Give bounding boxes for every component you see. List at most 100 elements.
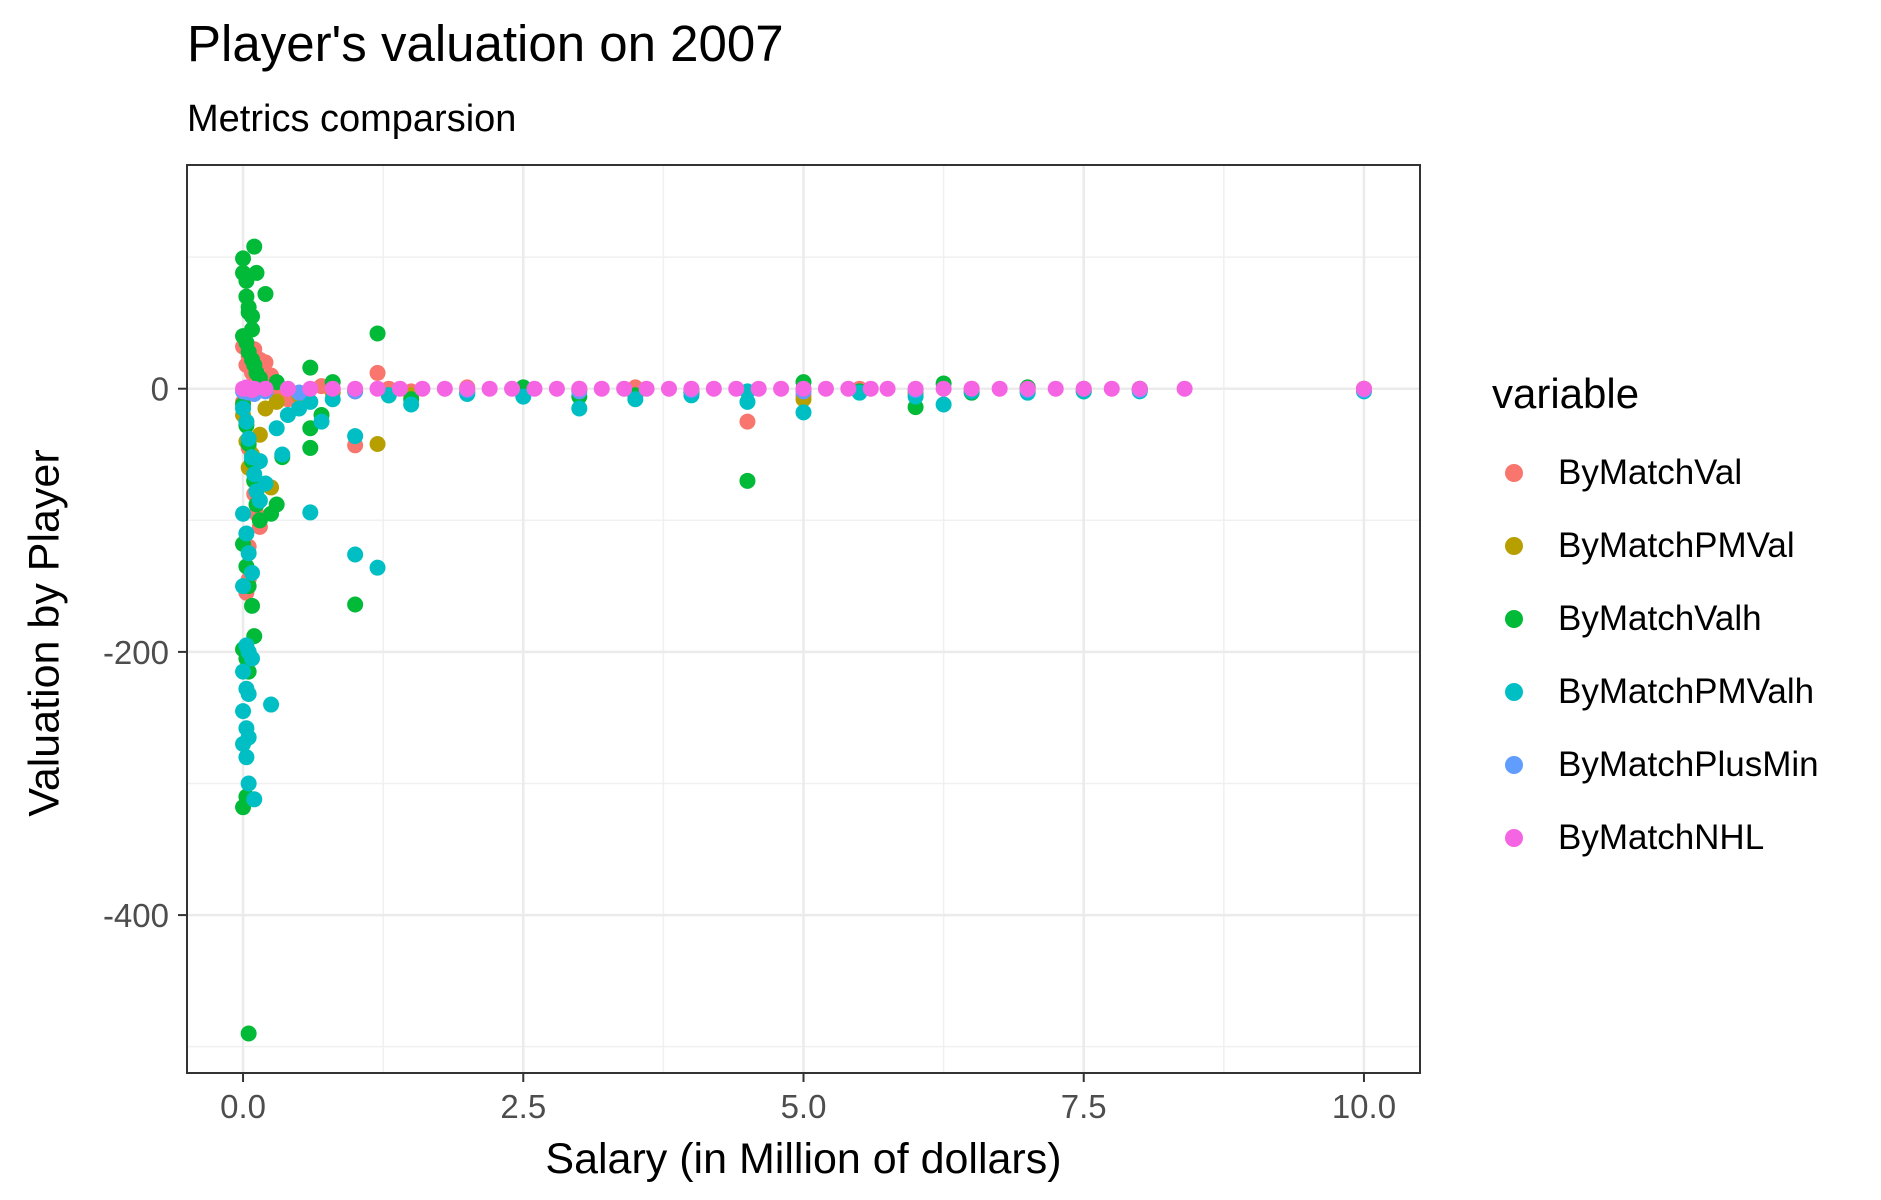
data-point bbox=[257, 380, 274, 397]
data-point bbox=[313, 413, 330, 430]
y-tick-label: -400 bbox=[103, 897, 169, 934]
data-point bbox=[935, 380, 952, 397]
legend-key bbox=[1505, 828, 1523, 847]
data-point bbox=[1047, 380, 1064, 397]
legend-key bbox=[1505, 463, 1523, 482]
data-point bbox=[235, 505, 252, 522]
data-point bbox=[279, 380, 296, 397]
legend-key bbox=[1505, 682, 1523, 701]
x-axis-label: Salary (in Million of dollars) bbox=[545, 1135, 1062, 1183]
legend-label: ByMatchPMValh bbox=[1558, 671, 1815, 711]
data-point bbox=[274, 446, 291, 463]
axes: 0.0 2.5 5.0 7.5 10.0 -400 -200 0 bbox=[103, 371, 1396, 1125]
legend-key bbox=[1505, 536, 1523, 555]
x-tick-label: 5.0 bbox=[781, 1088, 827, 1125]
data-point bbox=[238, 525, 255, 542]
data-point bbox=[347, 596, 364, 613]
data-point bbox=[459, 380, 476, 397]
data-point bbox=[616, 380, 633, 397]
legend-item: ByMatchPlusMin bbox=[1492, 728, 1819, 801]
data-point bbox=[240, 775, 257, 792]
data-point bbox=[302, 393, 319, 410]
data-point bbox=[548, 380, 565, 397]
data-point bbox=[593, 380, 610, 397]
legend-item: ByMatchValh bbox=[1492, 582, 1819, 655]
data-points bbox=[235, 238, 1372, 1042]
legend-label: ByMatchPMVal bbox=[1558, 525, 1795, 565]
data-point bbox=[1075, 380, 1092, 397]
data-point bbox=[251, 453, 268, 470]
data-point bbox=[481, 380, 498, 397]
data-point bbox=[683, 380, 700, 397]
data-point bbox=[627, 391, 644, 408]
data-point bbox=[795, 380, 812, 397]
x-tick-label: 10.0 bbox=[1332, 1088, 1396, 1125]
legend-label: ByMatchValh bbox=[1558, 598, 1762, 638]
data-point bbox=[963, 380, 980, 397]
legend-item: ByMatchVal bbox=[1492, 436, 1819, 509]
legend-key bbox=[1505, 755, 1523, 774]
data-point bbox=[240, 1025, 257, 1042]
grid bbox=[187, 165, 1420, 1073]
data-point bbox=[257, 475, 274, 492]
series-ByMatchValh bbox=[235, 238, 1148, 1042]
data-point bbox=[268, 496, 285, 513]
x-tick-label: 7.5 bbox=[1061, 1088, 1107, 1125]
data-point bbox=[238, 272, 255, 289]
legend-item: ByMatchNHL bbox=[1492, 801, 1819, 874]
data-point bbox=[515, 388, 532, 405]
data-point bbox=[862, 380, 879, 397]
data-point bbox=[739, 393, 756, 410]
data-point bbox=[705, 380, 722, 397]
data-point bbox=[879, 380, 896, 397]
legend-items: ByMatchVal ByMatchPMVal ByMatchValh ByMatch… bbox=[1492, 436, 1819, 874]
data-point bbox=[347, 380, 364, 397]
series-ByMatchNHL bbox=[235, 379, 1372, 399]
data-point bbox=[302, 504, 319, 521]
legend-title: variable bbox=[1492, 370, 1640, 417]
data-point bbox=[1176, 380, 1193, 397]
legend-item: ByMatchPMValh bbox=[1492, 655, 1819, 728]
data-point bbox=[246, 380, 263, 397]
data-point bbox=[240, 545, 257, 562]
data-point bbox=[235, 736, 252, 753]
data-point bbox=[235, 400, 252, 417]
data-point bbox=[739, 472, 756, 489]
legend-label: ByMatchNHL bbox=[1558, 817, 1765, 857]
data-point bbox=[244, 650, 261, 667]
data-point bbox=[1019, 380, 1036, 397]
y-tick-label: 0 bbox=[151, 371, 169, 408]
data-point bbox=[571, 380, 588, 397]
data-point bbox=[369, 435, 386, 452]
data-point bbox=[244, 564, 261, 581]
chart-subtitle: Metrics comparsion bbox=[187, 98, 517, 140]
data-point bbox=[235, 703, 252, 720]
legend-key bbox=[1505, 609, 1523, 628]
y-axis-label: Valuation by Player bbox=[20, 449, 69, 817]
data-point bbox=[750, 380, 767, 397]
data-point bbox=[235, 663, 252, 680]
data-point bbox=[244, 597, 261, 614]
data-point bbox=[526, 380, 543, 397]
data-point bbox=[302, 439, 319, 456]
data-point bbox=[268, 420, 285, 437]
data-point bbox=[369, 380, 386, 397]
data-point bbox=[257, 285, 274, 302]
data-point bbox=[739, 413, 756, 430]
data-point bbox=[238, 413, 255, 430]
data-point bbox=[235, 578, 252, 595]
data-point bbox=[907, 380, 924, 397]
data-point bbox=[571, 400, 588, 417]
data-point bbox=[324, 380, 341, 397]
data-point bbox=[240, 686, 257, 703]
data-point bbox=[638, 380, 655, 397]
data-point bbox=[302, 359, 319, 376]
data-point bbox=[403, 396, 420, 413]
data-point bbox=[268, 393, 285, 410]
legend-label: ByMatchVal bbox=[1558, 452, 1743, 492]
data-point bbox=[817, 380, 834, 397]
x-tick-label: 2.5 bbox=[500, 1088, 546, 1125]
data-point bbox=[369, 559, 386, 576]
